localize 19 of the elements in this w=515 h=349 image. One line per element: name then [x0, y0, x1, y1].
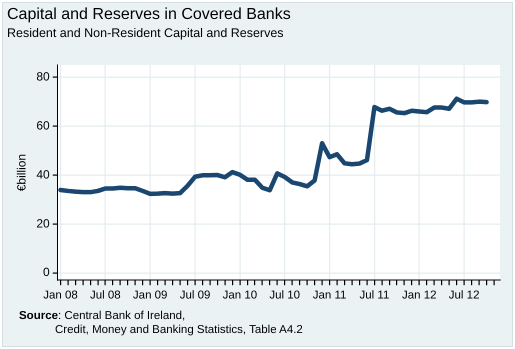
x-tick-label: Jul 11: [360, 289, 390, 302]
y-tick-label: 80: [36, 70, 50, 84]
y-axis-title: €billion: [14, 154, 29, 192]
x-tick-label: Jan 12: [402, 289, 437, 302]
y-tick-label: 40: [36, 167, 50, 182]
source-note: Source: Central Bank of Ireland, Credit, Money and Banking Statistics, Table A4.2: [19, 309, 303, 337]
x-tick-label: Jul 08: [90, 289, 121, 302]
x-tick-label: Jul 10: [269, 289, 300, 302]
y-tick-label: 60: [36, 118, 50, 132]
x-tick-label: Jul 12: [448, 289, 480, 302]
x-tick-label: Jan 09: [132, 289, 168, 302]
chart-title: Capital and Reserves in Covered Banks: [7, 6, 291, 24]
chart-subtitle: Resident and Non-Resident Capital and Reserves: [7, 26, 284, 40]
x-tick-label: Jan 10: [222, 289, 258, 302]
y-tick-label: 0: [43, 265, 50, 280]
x-tick-label: Jan 08: [43, 289, 78, 302]
x-tick-label: Jul 09: [180, 289, 210, 302]
x-tick-label: Jan 11: [312, 289, 346, 302]
y-tick-label: 20: [36, 216, 50, 230]
